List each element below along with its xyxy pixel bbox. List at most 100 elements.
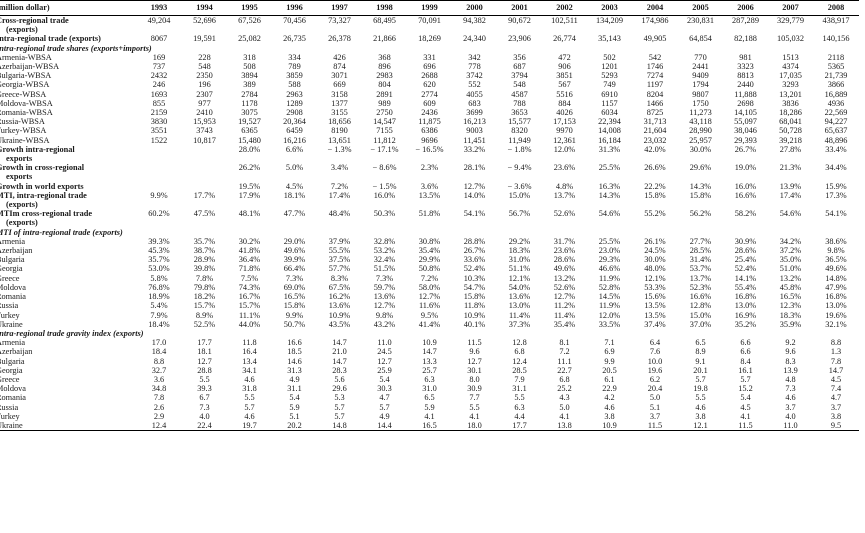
table-cell: 49,905 <box>643 34 667 44</box>
table-cell: 90,672 <box>508 16 531 25</box>
table-cell <box>362 25 407 34</box>
table-cell: 51.1% <box>508 264 531 274</box>
table-cell: 3.7 <box>785 402 796 412</box>
table-cell: 5.9 <box>424 402 435 412</box>
table-cell: 789 <box>288 62 301 72</box>
table-cell: 6.1 <box>604 374 615 384</box>
table-cell: 56.2% <box>689 209 712 219</box>
table-cell: 9696 <box>421 135 438 145</box>
section-heading-row: Intra-regional trade shares (exports+imp… <box>0 44 859 53</box>
table-cell: 76.8% <box>148 282 170 292</box>
table-cell: 3551 <box>150 126 168 136</box>
table-cell: 68,041 <box>779 117 802 127</box>
table-cell: 6.9 <box>604 347 615 357</box>
table-cell <box>362 154 407 163</box>
table-cell: 16.0% <box>734 181 757 191</box>
table-cell <box>227 154 272 163</box>
table-cell: 13,201 <box>779 89 802 99</box>
table-row: (exports) <box>0 200 859 209</box>
table-cell: 12.1 <box>678 420 723 432</box>
row-label: Moldova <box>0 384 26 394</box>
table-cell: 37.0% <box>689 319 712 329</box>
table-cell: 16,213 <box>463 117 486 127</box>
table-cell <box>452 172 497 181</box>
table-cell: 4.0 <box>199 411 210 421</box>
table-cell: 26,735 <box>283 34 306 44</box>
table-cell <box>136 25 182 34</box>
table-cell: 5.5 <box>695 393 706 403</box>
table-cell: 12.7 <box>197 356 212 366</box>
table-row: Russia 2.6 7.3 5.7 5.9 5.7 5.7 5.9 5.5 6.3 5.0 4.6 5… <box>0 403 859 412</box>
table-cell <box>182 182 227 191</box>
table-cell: 39.3 <box>197 384 212 394</box>
row-label: MTI, intra-regional trade <box>0 190 87 200</box>
table-cell: 9.8% <box>827 246 845 256</box>
table-cell <box>227 200 272 209</box>
table-cell: 54.7% <box>463 282 486 292</box>
table-cell: 11.5 <box>467 338 482 348</box>
table-cell: 1197 <box>646 80 664 90</box>
table-row: Intra-regional trade (exports) 8067 19,591… <box>0 34 859 43</box>
table-cell: 5.1 <box>289 411 300 421</box>
table-cell: 977 <box>198 98 211 108</box>
table-cell: 4.1 <box>469 411 480 421</box>
table-cell: 438,917 <box>822 16 850 25</box>
table-cell: 55.2% <box>644 209 666 219</box>
table-cell: 3851 <box>556 71 573 81</box>
table-row: Greece 3.6 5.5 4.6 4.9 5.6 5.4 6.3 8.0 7.9 6.8 6.1 6… <box>0 375 859 384</box>
table-cell <box>542 154 587 163</box>
row-label: Romania <box>0 393 26 403</box>
table-cell: 11.6% <box>418 301 441 311</box>
table-cell: 58.2% <box>734 209 757 219</box>
table-cell: 26,774 <box>553 34 576 44</box>
table-cell: 15.8% <box>644 190 666 200</box>
table-cell: 47.9% <box>825 282 847 292</box>
table-cell: 2908 <box>286 108 303 118</box>
table-cell: 16.5% <box>283 292 306 302</box>
table-cell <box>317 25 362 34</box>
header-row: (million dollar) 1993 1994 1995 1996 1997 199… <box>0 0 859 16</box>
table-cell: − 9.4% <box>507 163 532 173</box>
table-row: Bulgaria 8.8 12.7 13.4 14.6 14.7 12.7 13.3 12.7 1… <box>0 357 859 366</box>
table-cell: 2963 <box>286 89 303 99</box>
table-cell: 49,204 <box>147 16 171 25</box>
table-cell: 33.2% <box>463 144 486 154</box>
table-cell: 4.6 <box>244 411 255 421</box>
table-cell: 31.4% <box>689 255 712 265</box>
table-cell: 5.8% <box>150 273 168 283</box>
table-row: Georgia 53.0% 39.8% 71.8% 66.4% 57.7% 51.5% 50.… <box>0 264 859 273</box>
row-label: Bulgaria <box>0 356 25 366</box>
row-label: (exports) <box>6 25 38 35</box>
section-heading: Intra-regional trade gravity index (expo… <box>0 328 144 338</box>
table-cell: 9.9% <box>150 190 168 200</box>
table-cell <box>632 25 678 34</box>
table-cell: 246 <box>152 80 166 90</box>
table-cell <box>182 145 227 154</box>
table-cell: 13.8 <box>542 420 587 432</box>
table-cell: 3.8 <box>830 411 842 421</box>
table-cell: 48.4% <box>328 209 351 219</box>
table-cell: 9.5 <box>813 420 859 432</box>
table-row: Cross-regional trade 49,204 52,696 67,526 70… <box>0 16 859 26</box>
row-label: Bulgaria <box>0 255 25 265</box>
table-cell: 55,097 <box>734 117 757 127</box>
table-cell: 14.4 <box>362 420 407 432</box>
table-cell: 2350 <box>196 71 213 81</box>
table-cell: 37.4% <box>644 319 666 329</box>
table-cell: 331 <box>423 52 436 62</box>
table-cell: 11.8% <box>463 301 486 311</box>
table-cell <box>407 25 452 34</box>
table-cell: 2983 <box>376 71 393 81</box>
table-row: MTIm cross-regional trade 60.2% 47.5% 48.1%… <box>0 209 859 218</box>
table-cell <box>317 172 362 181</box>
table-cell: 196 <box>198 80 211 90</box>
table-cell: 18.2% <box>193 292 216 302</box>
table-cell: 73,327 <box>328 16 351 25</box>
table-cell: 749 <box>603 80 616 90</box>
table-cell <box>317 218 362 227</box>
table-cell <box>768 200 813 209</box>
table-cell: 508 <box>243 62 256 72</box>
table-cell: 4.9 <box>379 411 390 421</box>
table-cell: 71.8% <box>238 264 261 274</box>
table-cell: 3.6 <box>153 374 165 384</box>
